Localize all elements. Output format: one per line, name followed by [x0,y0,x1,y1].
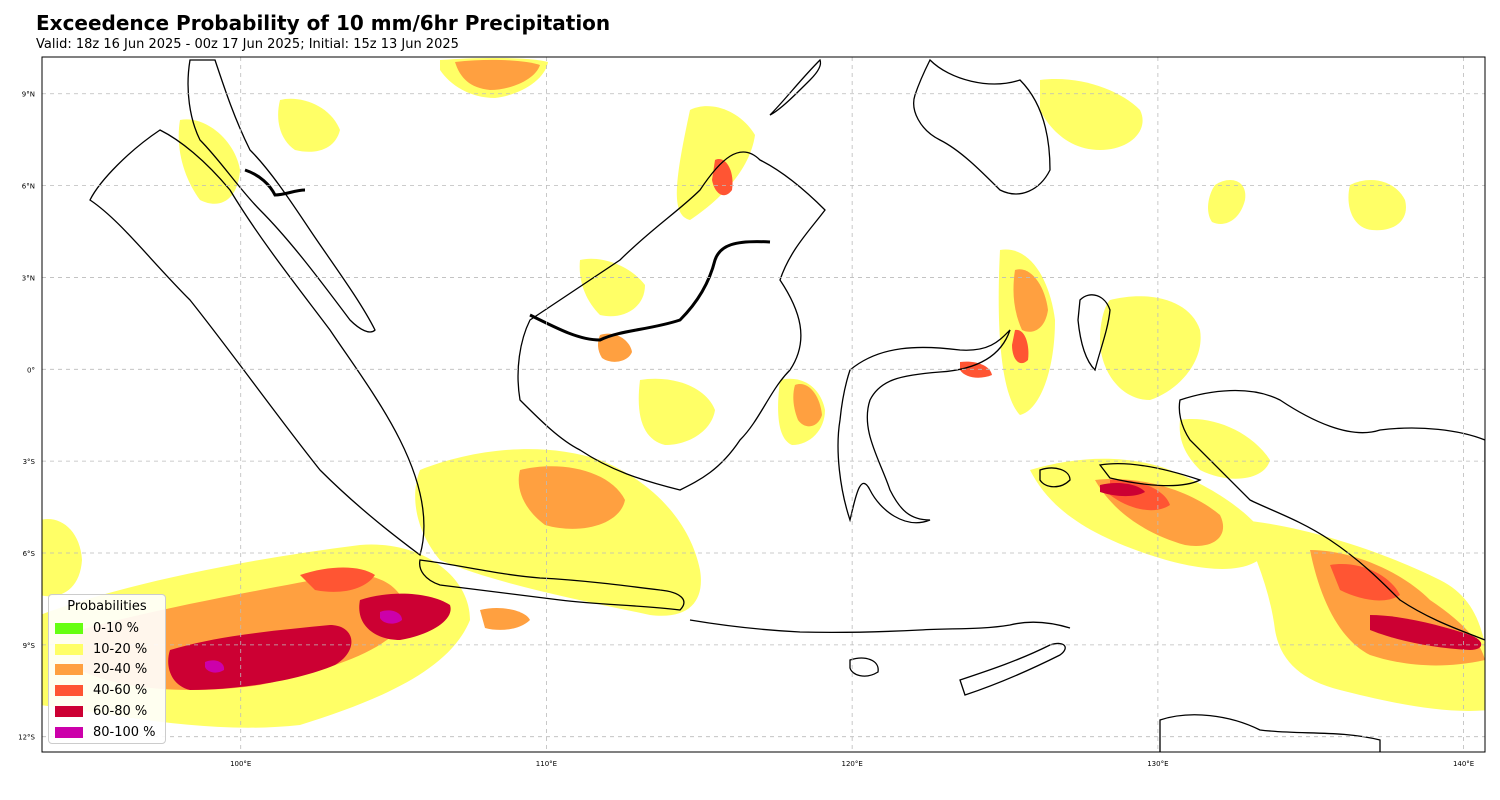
legend-item: 40-60 % [55,680,159,701]
longitude-tick-label: 100°E [230,760,251,768]
longitude-tick-label: 130°E [1147,760,1168,768]
legend-label: 60-80 % [93,704,148,720]
legend-label: 20-40 % [93,662,148,678]
malaysia-thailand-border [244,168,306,197]
legend-item: 80-100 % [55,722,159,743]
longitude-tick-label: 120°E [842,760,863,768]
malay-peninsula-coastline [187,59,376,333]
probability-field-80-100 [205,610,402,673]
legend-title: Probabilities [67,599,147,614]
latitude-tick-label: 3°N [22,274,35,282]
map-gridlines [42,57,1485,752]
borneo-border [529,240,771,342]
probability-field-40-60 [300,159,1400,601]
legend-items: 0-10 % 10-20 % 20-40 % 40-60 % 60-80 % 80-100… [55,618,159,743]
probability-legend: Probabilities 0-10 % 10-20 % 20-40 % 40-60 … [48,594,166,744]
legend-swatch [55,622,83,634]
latitude-tick-label: 12°S [18,734,35,742]
sumba-coastline [849,657,879,677]
map-title: Exceedence Probability of 10 mm/6hr Prec… [36,11,611,35]
latitude-tick-label: 3°S [23,458,36,466]
new-guinea-coastline [1178,389,1485,641]
map-tick-labels: 100°E 110°E 120°E 130°E 140°E 9°N 6°N 3°N 0° 3°S 6… [18,91,1474,768]
longitude-tick-label: 140°E [1453,760,1474,768]
sumatra-coastline [89,129,425,557]
legend-item: 20-40 % [55,660,159,681]
legend-swatch [55,726,83,738]
sulawesi-coastline [837,329,1011,524]
map-subtitle: Valid: 18z 16 Jun 2025 - 00z 17 Jun 2025… [36,37,459,52]
legend-swatch [55,706,83,718]
legend-label: 80-100 % [93,724,156,740]
latitude-tick-label: 9°S [23,642,36,650]
latitude-tick-label: 6°N [22,183,35,191]
halmahera-coastline [1077,294,1111,372]
map-frame [41,56,1486,753]
latitude-tick-label: 6°S [23,550,36,558]
latitude-tick-label: 9°N [22,91,35,99]
longitude-tick-label: 110°E [536,760,557,768]
legend-label: 10-20 % [93,641,148,657]
lesser-sunda-coastline [689,619,1071,634]
buru-seram-coastline [1039,463,1202,488]
java-coastline [419,559,685,611]
legend-item: 60-80 % [55,701,159,722]
palawan-coastline [769,58,822,116]
legend-item: 10-20 % [55,639,159,660]
timor-coastline [959,642,1066,696]
borneo-coastline [517,151,826,491]
legend-label: 0-10 % [93,620,139,636]
north-australia-coastline [1159,714,1381,752]
legend-label: 40-60 % [93,683,148,699]
coastlines [89,58,1485,752]
philippines-mindanao-coastline [913,58,1051,195]
probability-field-60-80 [168,482,1482,690]
latitude-tick-label: 0° [27,366,35,374]
legend-swatch [55,664,83,676]
legend-swatch [55,643,83,655]
land-borders [244,168,771,342]
legend-swatch [55,685,83,697]
legend-item: 0-10 % [55,618,159,639]
